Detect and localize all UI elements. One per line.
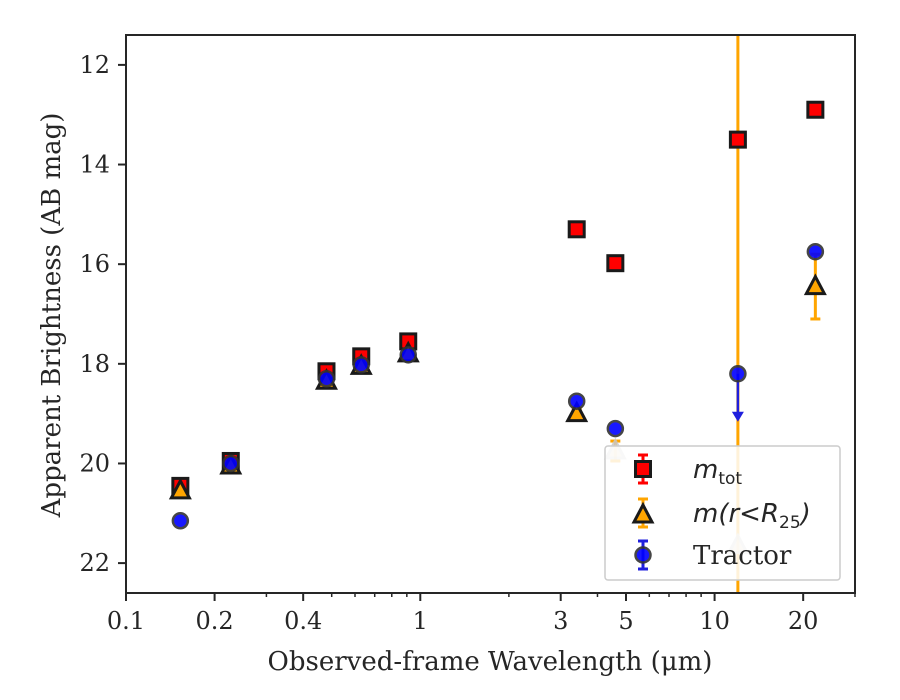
y-tick-label: 14 bbox=[79, 151, 110, 179]
legend-box bbox=[604, 445, 841, 581]
tractor-marker bbox=[567, 392, 586, 410]
tractor-marker bbox=[222, 454, 240, 473]
mr25-marker bbox=[565, 400, 589, 423]
x-tick-label: 3 bbox=[553, 607, 568, 635]
legend-label-subscript: tot bbox=[718, 469, 742, 489]
upper-limit-arrowhead bbox=[731, 411, 744, 422]
x-tick-label: 0.4 bbox=[284, 607, 322, 635]
legend-label-subscript: 25 bbox=[779, 513, 801, 533]
tractor-marker bbox=[171, 512, 190, 530]
legend-label: Tractor bbox=[693, 541, 792, 571]
legend-label-main: m bbox=[693, 455, 718, 485]
y-tick-label: 18 bbox=[79, 350, 110, 378]
y-axis-label: Apparent Brightness (AB mag) bbox=[37, 113, 67, 519]
y-tick-label: 20 bbox=[79, 449, 110, 477]
tractor-marker bbox=[317, 370, 336, 388]
x-tick-label: 10 bbox=[699, 607, 730, 635]
x-tick-label: 5 bbox=[618, 607, 633, 635]
mtot-marker bbox=[728, 130, 747, 149]
legend-mtot-marker bbox=[634, 460, 652, 478]
y-tick-label: 16 bbox=[79, 250, 110, 278]
tractor-marker bbox=[729, 365, 747, 383]
tractor-marker bbox=[806, 242, 825, 261]
legend-label-suffix: ) bbox=[799, 499, 811, 529]
axes: 0.1 0.2 0.4 1 3 5 10 20 12 14 16 18 20 22 bbox=[79, 34, 856, 635]
y-tick-label: 22 bbox=[79, 549, 110, 577]
mtot-marker bbox=[606, 254, 625, 273]
axes-frame bbox=[125, 34, 856, 594]
legend-label: mtot bbox=[693, 455, 742, 489]
legend-label-main: m(r<R bbox=[693, 499, 779, 529]
mr25-marker bbox=[168, 477, 192, 500]
legend-tractor-marker bbox=[634, 546, 652, 564]
x-tick-label: 0.2 bbox=[196, 607, 234, 635]
mtot-marker bbox=[806, 100, 825, 119]
legend-mr25-marker bbox=[631, 501, 655, 524]
mr25-marker bbox=[803, 273, 827, 296]
x-tick-label: 1 bbox=[413, 607, 428, 635]
x-tick-label: 0.1 bbox=[107, 607, 145, 635]
x-axis-label: Observed-frame Wavelength (μm) bbox=[268, 647, 713, 677]
y-tick-label: 12 bbox=[79, 51, 110, 79]
tractor-marker bbox=[606, 419, 625, 438]
legend-label: m(r<R25) bbox=[693, 499, 811, 533]
tractor-marker bbox=[352, 356, 370, 374]
tractor-marker bbox=[399, 346, 417, 364]
mtot-marker bbox=[567, 220, 586, 239]
x-tick-label: 20 bbox=[788, 607, 819, 635]
